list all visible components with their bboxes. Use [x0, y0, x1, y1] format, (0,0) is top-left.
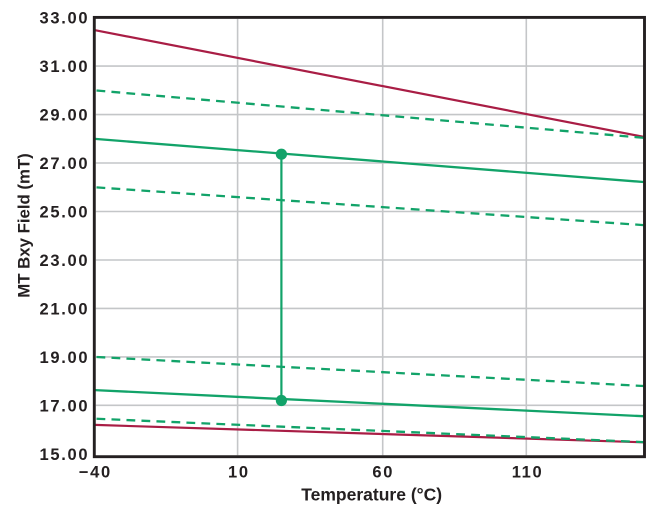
svg-text:23.00: 23.00	[40, 252, 90, 270]
svg-text:110: 110	[512, 464, 544, 482]
svg-text:60: 60	[372, 464, 394, 482]
svg-text:29.00: 29.00	[40, 107, 90, 125]
svg-text:MT Bxy Field (mT): MT Bxy Field (mT)	[15, 153, 34, 298]
svg-text:10: 10	[228, 464, 250, 482]
svg-text:19.00: 19.00	[40, 349, 90, 367]
svg-text:27.00: 27.00	[40, 155, 90, 173]
svg-text:31.00: 31.00	[40, 58, 90, 76]
svg-text:25.00: 25.00	[40, 204, 90, 222]
svg-text:33.00: 33.00	[40, 10, 90, 28]
svg-text:Temperature (°C): Temperature (°C)	[301, 485, 442, 505]
svg-text:21.00: 21.00	[40, 300, 90, 318]
svg-text:−40: −40	[79, 464, 112, 482]
svg-text:15.00: 15.00	[40, 446, 90, 464]
svg-text:17.00: 17.00	[40, 397, 90, 415]
